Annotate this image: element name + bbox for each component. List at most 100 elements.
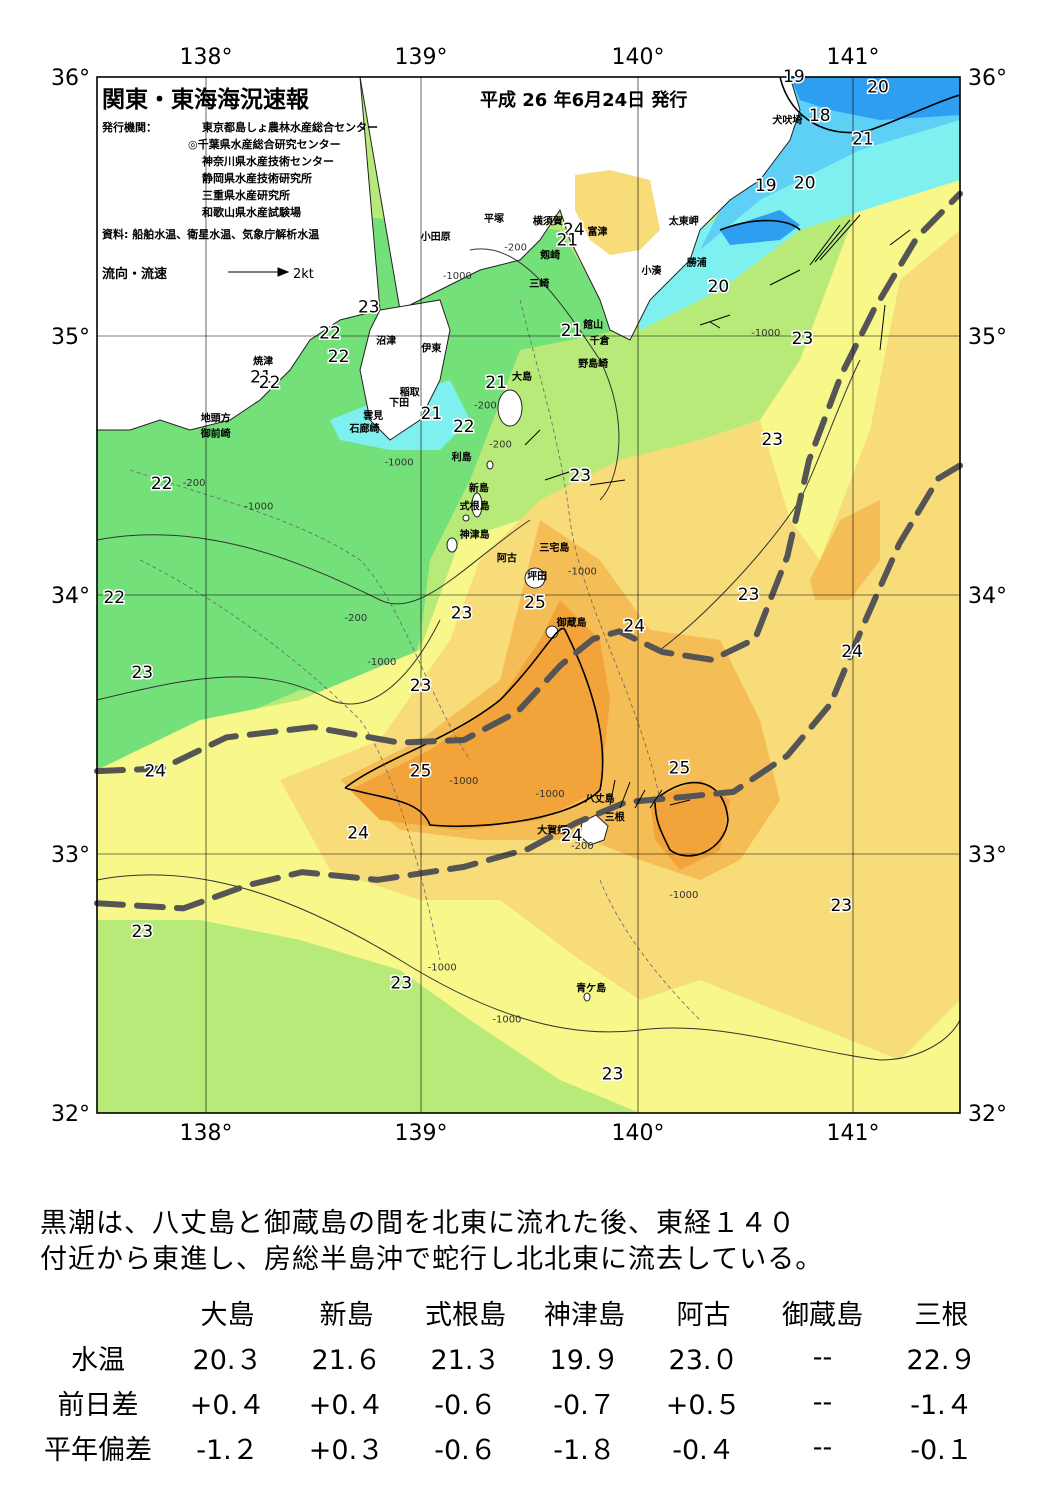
isotherm-label: 23 xyxy=(761,430,783,450)
depth-label: -1000 xyxy=(367,657,396,668)
lat-label-right: 33° xyxy=(968,843,1007,868)
sea-temperature-map: 138° 139° 140° 141° 138° 139° 140° 141° … xyxy=(51,45,1007,1146)
depth-label: -1000 xyxy=(751,328,780,339)
island-temperature-table: 大島 新島 式根島 神津島 阿古 御蔵島 三根 水温 20.３ 21.６ 21.… xyxy=(28,1290,1001,1470)
map-labels: -200 -1000 -200 -200 -1000 -200 -1000 -200 -1000… xyxy=(102,66,890,1086)
table-header-row: 大島 新島 式根島 神津島 阿古 御蔵島 三根 xyxy=(28,1290,1001,1335)
depth-label: -200 xyxy=(345,613,368,624)
publisher-label: 発行機関： xyxy=(101,120,157,134)
place-label: 大賀郷 xyxy=(537,823,567,836)
sea-field-19 xyxy=(790,77,960,120)
depth-label: -200 xyxy=(571,841,594,852)
depth-label: -1000 xyxy=(669,890,698,901)
publisher: 静岡県水産技術研究所 xyxy=(202,171,312,185)
tokyo-bay xyxy=(575,170,660,255)
lon-label-bottom: 140° xyxy=(612,1121,665,1146)
map-title: 関東・東海海況速報 xyxy=(102,86,310,113)
isotherm-label: 23 xyxy=(738,585,760,605)
isotherm-label: 19 xyxy=(783,67,805,87)
table-cell: 21.３ xyxy=(430,1345,501,1376)
isotherm-label: 22 xyxy=(328,347,350,367)
publisher: ◎千葉県水産総合研究センター xyxy=(188,137,341,151)
table-cell: +0.４ xyxy=(308,1390,385,1421)
isotherm-label: 21 xyxy=(556,230,578,250)
island-kozushima xyxy=(446,537,458,553)
place-label: 富津 xyxy=(588,225,608,238)
lat-label-right: 32° xyxy=(968,1102,1007,1127)
island-shikinejima xyxy=(462,514,470,522)
isotherm-label: 20 xyxy=(708,277,730,297)
place-label: 利島 xyxy=(452,450,472,463)
table-cell: 21.６ xyxy=(311,1345,382,1376)
place-label: 稲取 xyxy=(400,386,421,399)
depth-contours xyxy=(129,299,701,1021)
isotherm-label: 23 xyxy=(602,1064,624,1084)
island-miyakejima xyxy=(524,567,546,589)
depth-label: -200 xyxy=(183,478,206,489)
table-cell: -0.１ xyxy=(910,1435,973,1466)
isotherm-label: 22 xyxy=(151,474,173,494)
sea-field-19-south xyxy=(720,210,800,245)
isotherm-label: 18 xyxy=(809,106,831,126)
summary-line: 付近から東進し、房総半島沖で蛇行し北北東に流去している。 xyxy=(40,1244,824,1275)
column-header: 大島 xyxy=(200,1300,255,1331)
isotherm-label: 23 xyxy=(390,974,412,994)
place-label: 平塚 xyxy=(484,212,504,225)
isotherm-label: 24 xyxy=(623,616,645,636)
sea-field-24-5-east xyxy=(810,500,880,600)
depth-label: -1000 xyxy=(568,566,597,577)
row-label: 水温 xyxy=(71,1345,125,1376)
table-cell: +0.４ xyxy=(189,1390,266,1421)
table-cell: -- xyxy=(812,1387,833,1418)
isotherm-label: 21 xyxy=(485,373,507,393)
lat-label-left: 35° xyxy=(51,325,90,350)
place-label: 太東岬 xyxy=(668,215,699,228)
issue-date: 平成 26 年6月24日 発行 xyxy=(480,89,687,111)
place-label: 下田 xyxy=(389,397,409,409)
place-label: 新島 xyxy=(469,481,489,494)
legend-speed: 2kt xyxy=(293,267,314,282)
depth-label: -1000 xyxy=(536,789,565,800)
table-cell: 20.３ xyxy=(192,1345,263,1376)
island-hachijojima xyxy=(579,814,609,846)
publisher: 神奈川県水産技術センター xyxy=(202,154,334,168)
table-cell: -1.８ xyxy=(553,1435,616,1466)
isotherm-label: 22 xyxy=(103,588,125,608)
sea-field-25-east xyxy=(650,780,730,870)
isotherm-label: 24 xyxy=(561,826,583,846)
table-cell: -- xyxy=(812,1342,833,1373)
land-izu xyxy=(359,299,451,441)
isotherm-lines xyxy=(344,77,960,857)
place-label: 沼津 xyxy=(376,334,396,347)
lon-label-top: 141° xyxy=(827,45,880,70)
lat-label-right: 36° xyxy=(968,66,1007,91)
lon-label-top: 138° xyxy=(180,45,233,70)
summary-line: 黒潮は、八丈島と御蔵島の間を北東に流れた後、東経１４０ xyxy=(40,1208,796,1239)
table-cell: -0.６ xyxy=(434,1390,497,1421)
legend-label: 流向・流速 xyxy=(102,266,167,282)
data-sources: 資料: 船舶水温、衛星水温、気象庁解析水温 xyxy=(102,227,319,241)
island-aogashima xyxy=(583,992,591,1002)
isotherm-label: 25 xyxy=(669,759,691,779)
depth-label: -200 xyxy=(504,243,527,254)
lat-label-right: 35° xyxy=(968,325,1007,350)
place-label: 神津島 xyxy=(460,528,490,541)
isotherm-label: 19 xyxy=(755,176,777,196)
lon-label-top: 140° xyxy=(612,45,665,70)
publisher: 東京都島しょ農林水産総合センター xyxy=(202,120,378,134)
isotherm-label: 22 xyxy=(259,373,281,393)
depth-label: -200 xyxy=(489,439,512,450)
island-oshima xyxy=(497,389,523,427)
map-grid xyxy=(97,77,960,1113)
summary-text: 黒潮は、八丈島と御蔵島の間を北東に流れた後、東経１４０ 付近から東進し、房総半島… xyxy=(40,1206,1040,1278)
land-shizuoka xyxy=(97,77,381,431)
lon-label-top: 139° xyxy=(395,45,448,70)
place-label: 雲見 xyxy=(363,410,383,422)
place-label: 青ケ島 xyxy=(576,981,606,994)
table-cell: 23.０ xyxy=(668,1345,739,1376)
isotherm-label: 25 xyxy=(410,761,432,781)
place-label: 小田原 xyxy=(420,230,451,243)
place-label: 坪田 xyxy=(527,570,547,583)
depth-label: -1000 xyxy=(443,271,472,282)
isotherm-label: 21 xyxy=(561,321,583,341)
